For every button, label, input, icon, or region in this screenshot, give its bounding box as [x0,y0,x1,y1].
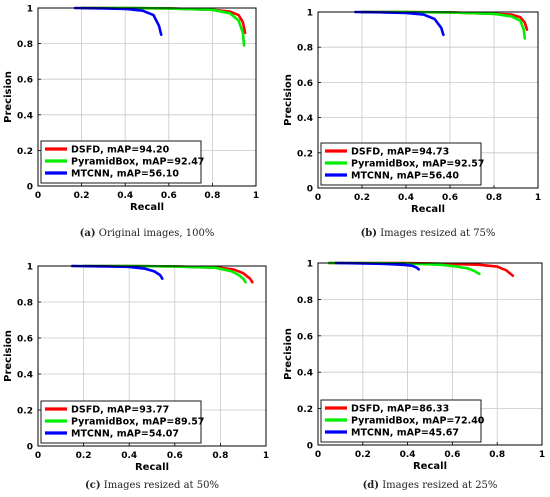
y-tick-label: 0.8 [17,299,33,309]
caption-text: Images resized at 25% [379,480,497,491]
panel-d: 0 0.2 0.4 0.6 0.8 1 0 0.2 0.4 0.6 0.8 1 Recall Precis… [283,260,545,492]
axes-frame [37,265,267,447]
y-tick-label: 0 [307,442,313,452]
x-tick-label: 1 [263,451,269,461]
y-tick-label: 0.4 [17,371,33,381]
caption-label: (c) [85,480,101,491]
legend-entry-3: MTCNN, mAP=56.40 [351,171,459,182]
x-tick-label: 0.2 [76,451,92,461]
subfigure-caption: (b) Images resized at 75% [361,228,496,239]
caption-label: (d) [363,480,379,491]
legend-box [40,400,202,444]
y-tick-label: 0.2 [17,147,33,157]
x-tick-label: 0.4 [398,193,414,203]
x-tick-label: 0.2 [355,450,371,460]
y-tick-label: 0.4 [17,111,33,121]
x-axis-label: Recall [130,202,164,213]
legend-entry-1: DSFD, mAP=94.73 [351,147,449,158]
x-tick-label: 0.6 [444,450,460,460]
x-tick-label: 0.6 [161,191,177,201]
x-axis-label: Recall [413,461,447,472]
y-tick-label: 1 [27,263,33,273]
x-tick-label: 0.4 [117,191,133,201]
y-tick-label: 0.6 [17,335,33,345]
y-axis-label: Precision [283,74,294,126]
caption-text: Images resized at 75% [377,228,495,239]
y-tick-label: 0.4 [297,369,313,379]
legend-entry-3: MTCNN, mAP=56.10 [71,169,179,180]
caption-label: (b) [361,228,377,239]
x-axis-label: Recall [411,204,445,215]
caption-text: Images resized at 50% [101,480,219,491]
x-tick-label: 0 [315,450,321,460]
legend-box [320,399,482,443]
subfigure-caption: (a) Original images, 100% [80,228,215,239]
y-tick-label: 1 [307,9,313,19]
x-tick-label: 0.6 [167,451,183,461]
x-tick-label: 0.2 [354,193,370,203]
y-tick-label: 0 [307,185,313,195]
x-tick-label: 0 [35,451,41,461]
subfigure-caption: (c) Images resized at 50% [85,480,219,491]
legend-entry-3: MTCNN, mAP=54.07 [71,429,179,440]
legend-box [40,140,202,184]
legend-entry-2: PyramidBox, mAP=92.47 [71,157,204,168]
legend-entry-2: PyramidBox, mAP=72.40 [351,416,485,427]
panel-c: 0 0.2 0.4 0.6 0.8 1 0 0.2 0.4 0.6 0.8 1 Recall Precis… [3,263,269,492]
legend-entry-1: DSFD, mAP=93.77 [71,405,169,416]
x-tick-label: 0 [315,193,321,203]
x-tick-label: 1 [253,191,259,201]
x-tick-label: 0.8 [489,450,505,460]
y-tick-label: 0.6 [297,79,313,89]
y-tick-label: 0 [27,183,33,193]
y-tick-label: 0.6 [17,76,33,86]
x-tick-label: 1 [539,450,545,460]
y-axis-label: Precision [3,330,14,382]
legend-entry-1: DSFD, mAP=86.33 [351,404,449,415]
y-tick-label: 1 [307,260,313,270]
y-tick-label: 0.8 [17,40,33,50]
y-tick-label: 0.8 [297,44,313,54]
legend-entry-3: MTCNN, mAP=45.67 [351,428,459,439]
panel-b: 0 0.2 0.4 0.6 0.8 1 0 0.2 0.4 0.6 0.8 1 Recall Precis… [283,9,541,240]
x-tick-label: 0.8 [212,451,228,461]
axes-frame [37,7,257,187]
y-tick-label: 0.6 [297,332,313,342]
y-tick-label: 0.2 [297,405,313,415]
y-tick-label: 0.2 [297,149,313,159]
y-tick-label: 0.8 [297,296,313,306]
subfigure-caption: (d) Images resized at 25% [363,480,498,491]
y-tick-label: 0 [27,443,33,453]
x-tick-label: 0.4 [400,450,416,460]
axes-frame [317,262,543,446]
y-axis-label: Precision [283,328,294,380]
legend-entry-2: PyramidBox, mAP=89.57 [71,417,204,428]
axes-frame [317,11,539,189]
y-tick-label: 0.4 [297,114,313,124]
legend-entry-1: DSFD, mAP=94.20 [71,145,170,156]
y-axis-label: Precision [3,71,14,123]
x-tick-label: 0.8 [486,193,502,203]
caption-text: Original images, 100% [96,228,215,239]
x-tick-label: 0 [35,191,41,201]
y-tick-label: 0.2 [17,407,33,417]
x-tick-label: 0.6 [442,193,458,203]
panel-a: 0 0.2 0.4 0.6 0.8 1 0 0.2 0.4 0.6 0.8 1 Recall Precis… [3,5,259,240]
legend-entry-2: PyramidBox, mAP=92.57 [351,159,484,170]
x-tick-label: 0.8 [204,191,220,201]
x-tick-label: 0.2 [74,191,90,201]
x-tick-label: 1 [535,193,541,203]
x-axis-label: Recall [135,462,169,473]
legend-box [320,142,482,186]
y-tick-label: 1 [27,5,33,15]
x-tick-label: 0.4 [121,451,137,461]
caption-label: (a) [80,228,96,239]
